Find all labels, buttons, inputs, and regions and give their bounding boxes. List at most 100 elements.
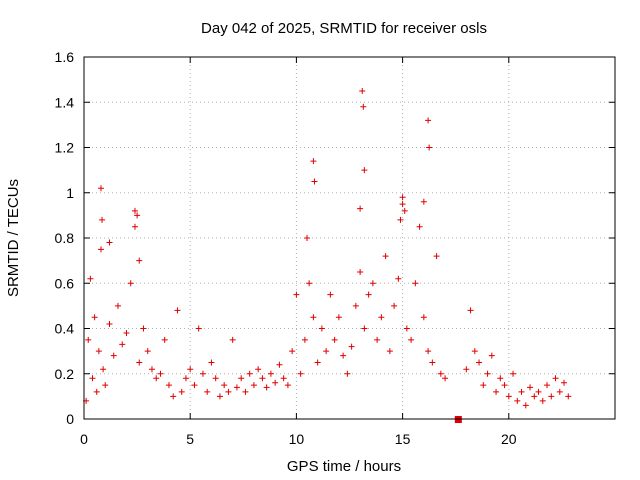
data-point [442, 375, 449, 382]
data-point [488, 352, 495, 359]
data-point [416, 223, 423, 230]
chart-title: Day 042 of 2025, SRMTID for receiver osl… [201, 20, 487, 37]
data-point [493, 388, 500, 395]
data-point [335, 314, 342, 321]
data-point [425, 348, 432, 355]
y-tick-label: 0 [66, 411, 74, 427]
x-tick-label: 20 [501, 431, 517, 447]
data-point [255, 366, 262, 373]
data-point [386, 348, 393, 355]
x-tick-label: 15 [395, 431, 411, 447]
data-point [97, 185, 104, 192]
data-point [501, 382, 508, 389]
data-point [304, 235, 311, 241]
data-point [378, 314, 385, 321]
data-point [114, 302, 121, 309]
data-point [127, 280, 134, 287]
data-point [199, 370, 206, 377]
axes: 0 0.2 0.4 0.6 0.8 1 1.2 1.4 1.6 0 5 10 15 20 [55, 49, 615, 447]
data-point [85, 336, 92, 343]
data-point [408, 336, 415, 343]
data-point [344, 370, 351, 377]
data-point [365, 291, 372, 298]
data-point [131, 207, 138, 214]
data-point [99, 216, 106, 223]
data-point [518, 388, 525, 395]
data-point [522, 402, 529, 409]
data-point [556, 388, 563, 395]
data-point [93, 388, 100, 395]
data-point [505, 393, 512, 400]
data-point [191, 382, 198, 389]
x-axis-label: GPS time / hours [287, 458, 401, 475]
data-point [204, 388, 211, 395]
data-point [323, 348, 330, 355]
data-point [527, 384, 534, 391]
data-point [544, 382, 551, 389]
data-point [412, 280, 419, 287]
y-tick-label: 0.8 [55, 230, 75, 246]
data-point [420, 198, 427, 205]
data-point [401, 207, 408, 214]
data-point [182, 375, 189, 382]
data-point [297, 370, 304, 377]
data-point [352, 302, 359, 309]
y-tick-label: 1.2 [55, 140, 75, 156]
data-point [263, 384, 270, 391]
data-point [476, 359, 483, 366]
data-point [238, 375, 245, 382]
data-point [539, 397, 546, 404]
data-point [471, 348, 478, 355]
data-point [361, 167, 368, 174]
x-tick-label: 0 [80, 431, 88, 447]
data-point [106, 239, 113, 246]
data-point [484, 370, 491, 377]
data-point [463, 366, 470, 373]
data-point [208, 359, 215, 366]
data-point [318, 325, 325, 332]
data-point [552, 375, 559, 382]
data-point [514, 397, 521, 404]
data-point [391, 302, 398, 309]
data-point [131, 223, 138, 230]
data-point [425, 117, 432, 124]
data-point [357, 205, 364, 212]
data-point [140, 325, 147, 332]
y-tick-label: 0.4 [55, 321, 75, 337]
data-point [95, 348, 102, 355]
data-point [216, 393, 223, 400]
data-point [280, 375, 287, 382]
data-point [161, 336, 168, 343]
data-point [91, 314, 98, 321]
data-point [157, 370, 164, 377]
data-point [310, 158, 317, 165]
data-point [87, 275, 94, 282]
y-tick-label: 0.6 [55, 275, 75, 291]
plot-frame [83, 56, 616, 420]
data-point [134, 212, 141, 219]
data-point [327, 291, 334, 298]
data-point [276, 361, 283, 368]
y-tick-label: 1 [66, 185, 74, 201]
data-point [565, 393, 572, 400]
data-point [510, 370, 517, 377]
data-point [426, 144, 433, 151]
data-point [195, 325, 202, 332]
data-point [361, 325, 368, 332]
data-point [174, 307, 181, 314]
data-point [420, 314, 427, 321]
data-point [229, 336, 236, 343]
data-point [284, 382, 291, 389]
data-point [531, 393, 538, 400]
data-point [357, 268, 364, 275]
data-point [382, 253, 389, 260]
data-point [106, 320, 113, 327]
data-point [331, 336, 338, 343]
data-point [246, 370, 253, 377]
data-point [153, 375, 160, 382]
data-point [395, 275, 402, 282]
data-point [110, 352, 117, 359]
data-point [467, 307, 474, 314]
data-point [433, 253, 440, 260]
